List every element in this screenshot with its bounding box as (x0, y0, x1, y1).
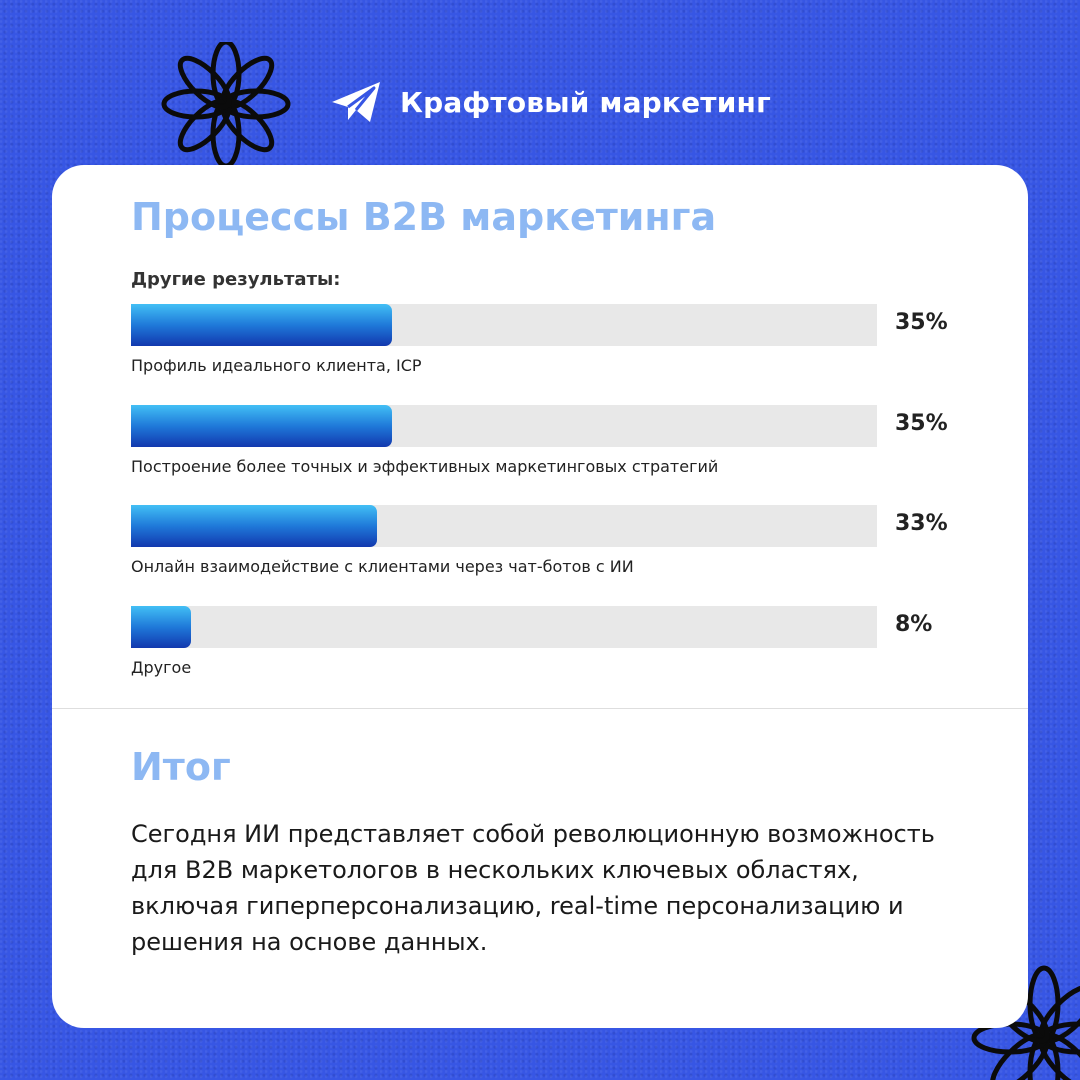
bar-row: 35% Профиль идеального клиента, ICP (131, 304, 971, 405)
bar-fill (131, 605, 191, 648)
bar-track (131, 505, 877, 547)
bar-value-label: 8% (895, 611, 933, 637)
bar-fill (131, 505, 377, 547)
paper-plane-icon (332, 82, 380, 122)
brand-header: Крафтовый маркетинг (330, 78, 771, 126)
bar-track (131, 605, 877, 648)
bar-row: 33% Онлайн взаимодействие с клиентами чер… (131, 505, 971, 606)
brand-name: Крафтовый маркетинг (400, 85, 771, 119)
chart-title: Процессы B2B маркетинга (131, 195, 717, 239)
summary-title: Итог (131, 745, 231, 789)
bar-category-label: Профиль идеального клиента, ICP (131, 356, 422, 375)
section-divider (52, 708, 1028, 709)
bar-category-label: Другое (131, 657, 192, 677)
bar-category-label: Онлайн взаимодействие с клиентами через … (131, 557, 634, 576)
bar-fill (131, 404, 392, 447)
summary-text: Сегодня ИИ представляет собой революцион… (131, 820, 935, 956)
bar-row: 35% Построение более точных и эффективных… (131, 404, 971, 506)
bar-row: 8% Другое (131, 605, 971, 707)
bar-value-label: 35% (895, 410, 948, 436)
flower-decoration-top (161, 42, 291, 166)
content-card: Процессы B2B маркетинга Другие результат… (52, 165, 1028, 1028)
bar-fill (131, 304, 392, 346)
bar-track (131, 404, 877, 447)
bar-category-label: Построение более точных и эффективных ма… (131, 456, 719, 476)
bar-track (131, 304, 877, 346)
bar-chart: 35% Профиль идеального клиента, ICP 35% Пос… (131, 304, 971, 706)
chart-subtitle: Другие результаты: (131, 269, 341, 290)
bar-value-label: 33% (895, 511, 948, 536)
bar-value-label: 35% (895, 310, 948, 335)
